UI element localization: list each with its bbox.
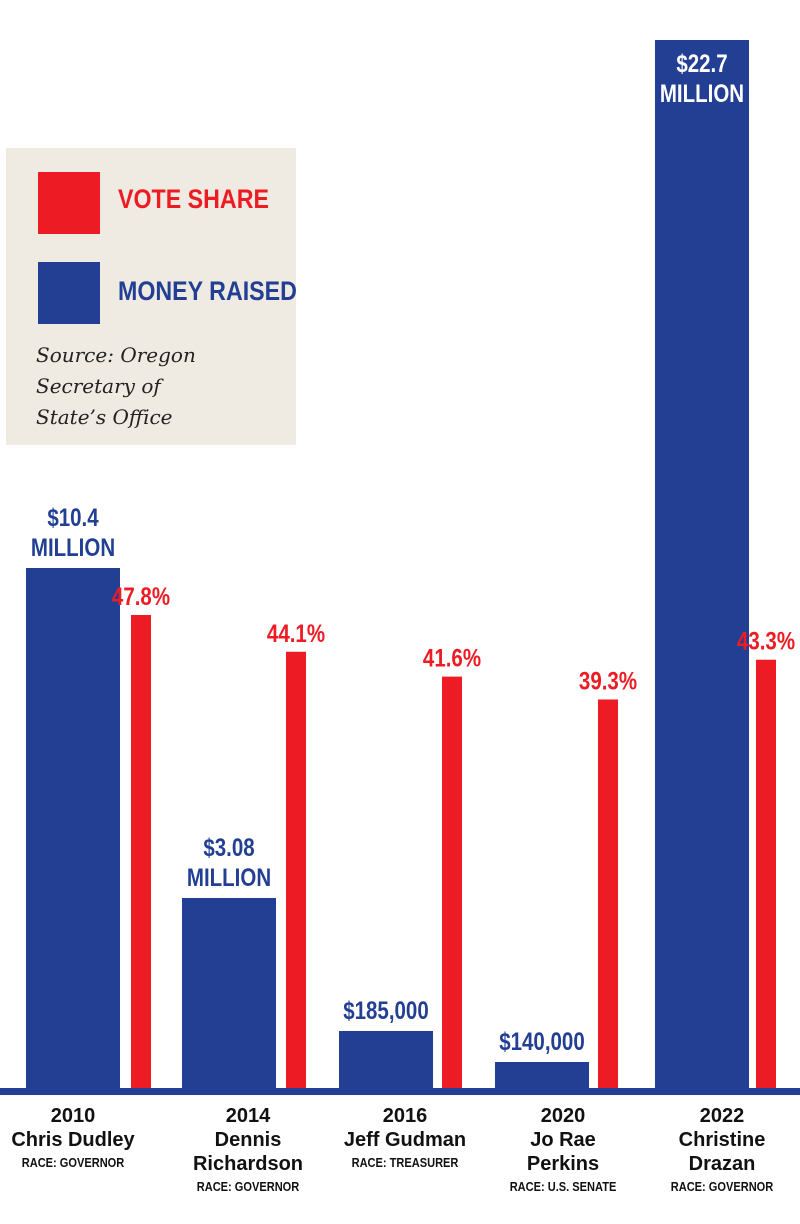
category-race: RACE: GOVERNOR bbox=[670, 1179, 774, 1194]
vote-share-bar bbox=[286, 651, 306, 1090]
category-year: 2016 bbox=[382, 1105, 428, 1127]
category-name: Chris Dudley bbox=[11, 1129, 135, 1151]
baseline bbox=[0, 1088, 800, 1095]
category-race: RACE: U.S. SENATE bbox=[509, 1179, 617, 1194]
vote-share-bar bbox=[131, 615, 151, 1090]
money-raised-swatch bbox=[38, 262, 100, 324]
source-note: Source: Oregon Secretary of State’s Offi… bbox=[36, 343, 196, 429]
money-raised-legend-label: MONEY RAISED bbox=[118, 276, 297, 306]
money-raised-bar bbox=[26, 568, 120, 1090]
money-raised-data-label: $10.4 MILLION bbox=[31, 503, 115, 561]
vote-share-data-label: 44.1% bbox=[267, 619, 325, 647]
vote-share-bar bbox=[442, 676, 462, 1090]
category-year: 2020 bbox=[540, 1105, 586, 1127]
category-label: 2010 Chris Dudley RACE: GOVERNOR bbox=[0, 1104, 153, 1174]
category-year: 2022 bbox=[699, 1105, 745, 1127]
money-raised-data-label: $3.08 MILLION bbox=[187, 833, 271, 891]
category-race: RACE: GOVERNOR bbox=[21, 1155, 125, 1170]
vote-share-swatch bbox=[38, 172, 100, 234]
category-year: 2014 bbox=[225, 1105, 271, 1127]
money-raised-bar bbox=[339, 1031, 433, 1090]
vote-share-legend-label: VOTE SHARE bbox=[118, 184, 269, 214]
category-label: 2020 Jo Rae Perkins RACE: U.S. SENATE bbox=[483, 1104, 643, 1198]
category-name: Jeff Gudman bbox=[343, 1129, 467, 1151]
vote-share-data-label: 41.6% bbox=[423, 644, 481, 672]
category-name: Christine Drazan bbox=[678, 1129, 766, 1175]
category-name: Jo Rae Perkins bbox=[526, 1129, 600, 1175]
vote-share-data-label: 47.8% bbox=[112, 582, 170, 610]
money-raised-bar bbox=[655, 40, 749, 1090]
category-race: RACE: GOVERNOR bbox=[196, 1179, 300, 1194]
category-race: RACE: TREASURER bbox=[351, 1155, 459, 1170]
category-name: Dennis Richardson bbox=[192, 1129, 304, 1175]
money-raised-bar bbox=[182, 898, 276, 1090]
money-raised-data-label: $140,000 bbox=[499, 1027, 585, 1055]
legend: VOTE SHARE MONEY RAISED Source: Oregon S… bbox=[6, 148, 297, 445]
money-raised-data-label: $185,000 bbox=[343, 996, 429, 1024]
vote-share-data-label: 39.3% bbox=[579, 667, 637, 695]
category-label: 2022 Christine Drazan RACE: GOVERNOR bbox=[642, 1104, 800, 1198]
money-raised-bar bbox=[495, 1062, 589, 1090]
money-raised-data-label: $22.7 MILLION bbox=[660, 49, 744, 107]
vote-share-data-label: 43.3% bbox=[737, 627, 795, 655]
category-label: 2016 Jeff Gudman RACE: TREASURER bbox=[325, 1104, 485, 1174]
category-label: 2014 Dennis Richardson RACE: GOVERNOR bbox=[168, 1104, 328, 1198]
category-year: 2010 bbox=[50, 1105, 96, 1127]
vote-share-bar bbox=[756, 659, 776, 1090]
vote-share-bar bbox=[598, 699, 618, 1090]
